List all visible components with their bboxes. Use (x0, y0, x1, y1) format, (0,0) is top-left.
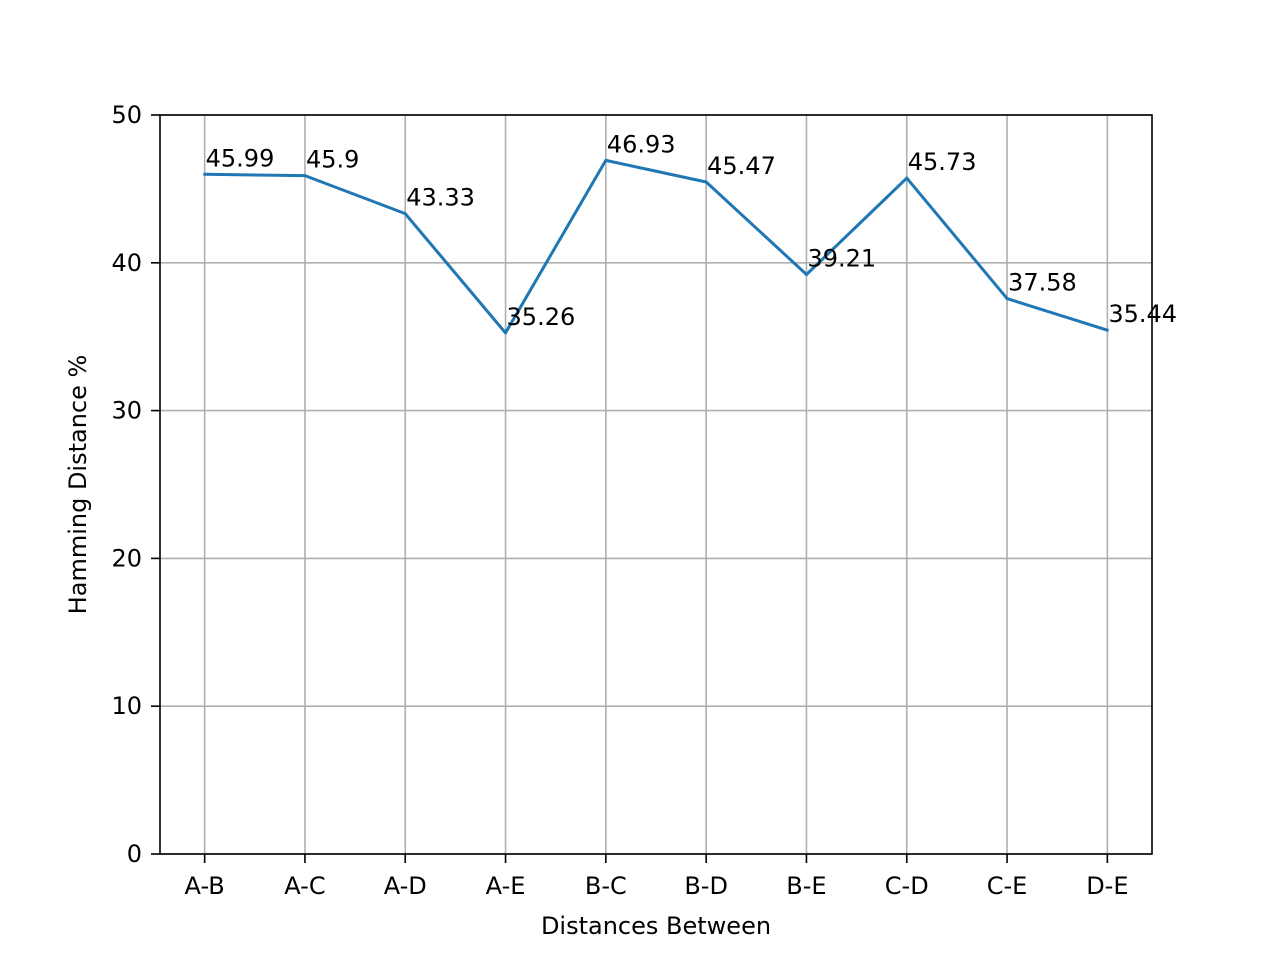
x-tick-label: D-E (1086, 872, 1128, 900)
series-layer (203, 158, 1109, 335)
x-tick-label: B-E (786, 872, 826, 900)
data-point (303, 174, 307, 178)
data-label: 46.93 (607, 130, 676, 158)
y-tick-label: 50 (111, 101, 142, 129)
data-point (403, 212, 407, 216)
data-label: 45.99 (206, 144, 275, 172)
data-point (704, 180, 708, 184)
x-axis-label: Distances Between (541, 912, 771, 940)
x-tick-label: A-D (384, 872, 427, 900)
x-tick-label: B-C (585, 872, 627, 900)
y-axis-label: Hamming Distance % (64, 355, 92, 615)
x-tick-label: A-C (284, 872, 325, 900)
data-label: 43.33 (406, 184, 475, 212)
data-label: 35.44 (1108, 300, 1177, 328)
data-point (1105, 328, 1109, 332)
y-tick-label: 20 (111, 544, 142, 572)
data-label: 39.21 (807, 244, 876, 272)
data-label: 37.58 (1008, 269, 1077, 297)
y-tick-label: 40 (111, 249, 142, 277)
y-tick-label: 10 (111, 692, 142, 720)
x-tick-label: A-E (486, 872, 526, 900)
x-tick-label: C-E (987, 872, 1028, 900)
data-point (504, 331, 508, 335)
data-point (604, 158, 608, 162)
data-label: 45.73 (908, 148, 977, 176)
data-label: 45.9 (306, 146, 359, 174)
y-tick-label: 0 (127, 840, 142, 868)
plot-frame (159, 114, 1153, 855)
x-tick-label: B-D (684, 872, 728, 900)
ticks: A-B A-C A-D A-E B-C B-D B-E C-D C-E D-E 0 10 20 30 40 5… (111, 101, 1128, 900)
x-tick-label: A-B (185, 872, 225, 900)
data-point (804, 272, 808, 276)
y-tick-label: 30 (111, 397, 142, 425)
data-point (905, 176, 909, 180)
x-tick-label: C-D (885, 872, 929, 900)
data-point (203, 172, 207, 176)
data-point (1005, 297, 1009, 301)
series-line (204, 158, 1108, 335)
data-labels: 45.99 45.9 43.33 35.26 46.93 45.47 39.21 45.73 3… (206, 130, 1177, 330)
data-label: 35.26 (507, 303, 576, 331)
data-label: 45.47 (707, 152, 776, 180)
